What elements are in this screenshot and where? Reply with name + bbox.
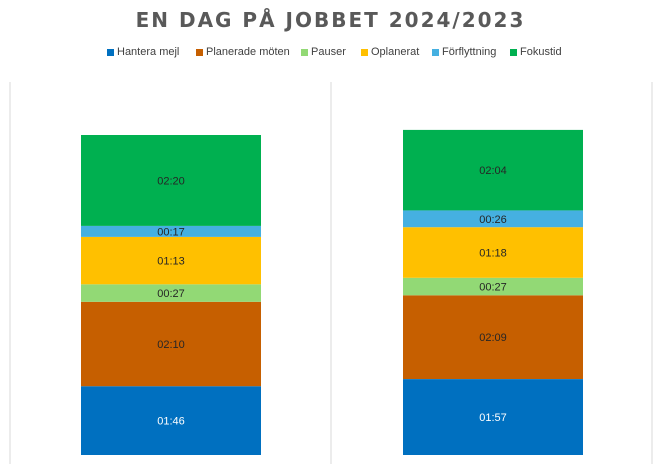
legend-item: Förflyttning [432, 46, 496, 58]
data-label: 01:13 [157, 256, 185, 268]
bar-segment [403, 227, 583, 278]
data-label: 01:18 [479, 248, 507, 260]
bar-segment [403, 210, 583, 228]
bar-segment [403, 129, 583, 211]
legend-swatch [432, 48, 439, 56]
data-label: 01:46 [157, 416, 185, 428]
legend-swatch [361, 48, 368, 56]
legend-item: Oplanerat [361, 46, 419, 58]
data-label: 02:09 [479, 332, 507, 344]
bar-segment [81, 225, 261, 237]
bar-segment [81, 236, 261, 285]
legend-item: Hantera mejl [107, 46, 179, 58]
chart-title: EN DAG PÅ JOBBET 2024/2023 [135, 8, 526, 32]
legend-item: Fokustid [510, 46, 562, 58]
legend-swatch [196, 48, 203, 56]
bar-segment [403, 277, 583, 296]
bar-segment [81, 386, 261, 455]
legend-swatch [301, 48, 308, 56]
data-label: 02:10 [157, 339, 185, 351]
legend-item: Pauser [301, 46, 346, 58]
data-label: 02:20 [157, 176, 185, 188]
data-label: 00:27 [157, 288, 185, 300]
bar-segment [81, 301, 261, 387]
data-label: 01:57 [479, 412, 507, 424]
legend-swatch [510, 48, 517, 56]
bar-segment [81, 284, 261, 302]
legend-item: Planerade möten [196, 46, 290, 58]
legend-label: Pauser [311, 46, 346, 58]
data-label: 00:27 [479, 282, 507, 294]
bar-segment [403, 295, 583, 379]
legend-label: Förflyttning [442, 46, 497, 58]
legend-label: Fokustid [520, 46, 562, 58]
legend-label: Planerade möten [206, 46, 290, 58]
bar-segment [403, 379, 583, 455]
legend: Hantera mejl Planerade möten Pauser Oplaner… [0, 46, 661, 60]
legend-swatch [107, 48, 114, 56]
data-label: 02:04 [479, 165, 507, 177]
legend-label: Oplanerat [371, 46, 420, 58]
data-label: 00:26 [479, 214, 507, 226]
data-label: 00:17 [157, 226, 185, 238]
bar-segment [81, 135, 261, 226]
legend-label: Hantera mejl [117, 46, 180, 58]
